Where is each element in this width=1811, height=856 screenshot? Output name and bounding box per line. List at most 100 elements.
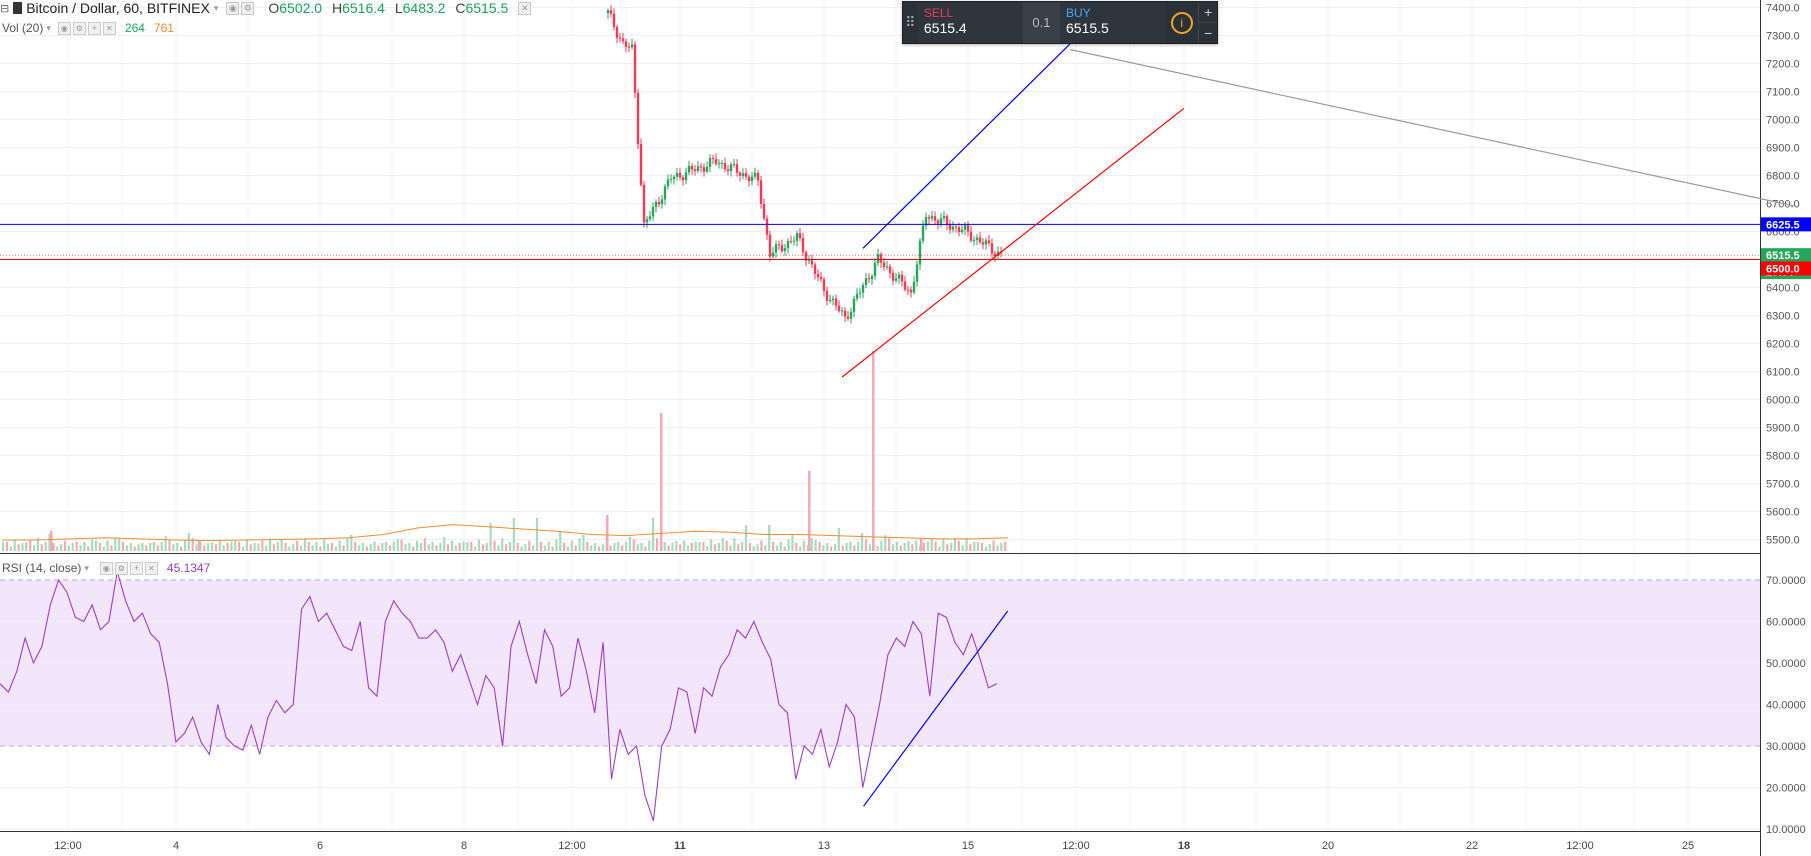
volume-bar bbox=[443, 537, 446, 551]
volume-bar bbox=[497, 545, 500, 551]
volume-bar bbox=[412, 546, 415, 551]
volume-bar bbox=[771, 541, 775, 551]
y-tick-label: 5500.0 bbox=[1766, 535, 1800, 547]
volume-bar bbox=[485, 543, 488, 551]
price-axis-label: 6515.5 bbox=[1766, 250, 1800, 262]
volume-bar bbox=[969, 544, 972, 551]
x-tick-label: 12:00 bbox=[1566, 840, 1594, 852]
candle-body bbox=[981, 242, 985, 245]
chevron-down-icon[interactable]: ▾ bbox=[84, 562, 89, 573]
y-tick-label: 5600.0 bbox=[1766, 507, 1800, 519]
volume-bar bbox=[44, 541, 47, 551]
y-tick-label: 6200.0 bbox=[1766, 339, 1800, 351]
close-icon[interactable]: ✕ bbox=[144, 561, 158, 575]
candle-body bbox=[870, 276, 874, 280]
candle-body bbox=[921, 225, 925, 241]
candle-body bbox=[918, 240, 922, 265]
volume-bar bbox=[327, 544, 330, 551]
rsi-value: 45.1347 bbox=[166, 561, 211, 575]
quantity-field[interactable]: 0.1 bbox=[1022, 2, 1060, 43]
low-label: L bbox=[394, 0, 403, 16]
volume-bar bbox=[342, 545, 345, 551]
close-icon[interactable]: ✕ bbox=[518, 1, 532, 15]
volume-bar bbox=[385, 541, 388, 551]
candle-body bbox=[828, 300, 832, 302]
symbol-title[interactable]: Bitcoin / Dollar, 60, BITFINEX bbox=[26, 0, 210, 16]
candle-body bbox=[951, 226, 955, 230]
info-button[interactable]: i bbox=[1165, 2, 1198, 43]
volume-bar bbox=[365, 546, 368, 551]
volume-bar bbox=[779, 541, 782, 551]
volume-bar bbox=[284, 543, 287, 551]
volume-bar bbox=[675, 541, 678, 551]
volume-bar bbox=[965, 538, 968, 551]
volume-bar bbox=[110, 545, 113, 551]
settings-icon[interactable]: ⚙ bbox=[72, 21, 86, 35]
eye-icon[interactable]: ◉ bbox=[226, 1, 240, 15]
volume-bar bbox=[272, 544, 276, 551]
candle-body bbox=[660, 199, 664, 205]
volume-bar bbox=[392, 541, 395, 551]
candle-body bbox=[882, 262, 886, 267]
chevron-down-icon[interactable]: ▾ bbox=[213, 2, 219, 13]
volume-bar bbox=[381, 543, 384, 551]
volume-legend-label[interactable]: Vol (20) bbox=[2, 21, 44, 35]
volume-bar bbox=[265, 545, 268, 551]
volume-bar bbox=[67, 545, 70, 551]
rsi-legend-label[interactable]: RSI (14, close) bbox=[2, 561, 82, 575]
eye-icon[interactable]: ◉ bbox=[57, 21, 71, 35]
volume-bar bbox=[648, 540, 651, 551]
candle-body bbox=[909, 289, 913, 293]
close-icon[interactable]: ✕ bbox=[102, 21, 116, 35]
volume-bar bbox=[671, 543, 674, 551]
candle-body bbox=[615, 27, 619, 38]
add-icon[interactable]: + bbox=[129, 561, 143, 575]
volume-bar bbox=[686, 545, 690, 551]
volume-bar bbox=[593, 543, 597, 551]
candle-body bbox=[783, 248, 787, 252]
volume-bar bbox=[187, 533, 190, 551]
volume-bar bbox=[570, 540, 573, 551]
volume-bar bbox=[508, 541, 512, 551]
volume-bar bbox=[613, 543, 616, 551]
candle-body bbox=[960, 229, 964, 233]
sell-button[interactable]: SELL 6515.4 bbox=[917, 2, 1023, 43]
volume-bar bbox=[323, 539, 326, 551]
volume-bar bbox=[632, 539, 635, 551]
candle-body bbox=[975, 237, 979, 240]
volume-bar bbox=[25, 542, 28, 551]
volume-bar bbox=[880, 540, 883, 551]
volume-bar bbox=[245, 539, 248, 551]
y-tick-label: 7200.0 bbox=[1766, 59, 1800, 71]
volume-bar bbox=[922, 543, 926, 551]
volume-bar bbox=[125, 545, 129, 551]
candle-body bbox=[657, 202, 661, 205]
y-tick-label: 6000.0 bbox=[1766, 395, 1800, 407]
trend-line-red bbox=[841, 107, 1185, 378]
decrease-quantity-button[interactable]: − bbox=[1198, 22, 1218, 43]
candle-body bbox=[972, 239, 976, 241]
sell-price: 6515.4 bbox=[923, 20, 967, 36]
add-icon[interactable]: + bbox=[87, 21, 101, 35]
volume-bar bbox=[94, 540, 98, 551]
volume-bar bbox=[195, 544, 198, 551]
settings-icon[interactable]: ⚙ bbox=[114, 561, 128, 575]
rsi-y-tick-label: 30.0000 bbox=[1766, 741, 1806, 753]
collapse-legend-icon[interactable]: ⊟ bbox=[0, 2, 10, 15]
rsi-y-tick-label: 60.0000 bbox=[1766, 617, 1806, 629]
chevron-down-icon[interactable]: ▾ bbox=[46, 22, 51, 33]
buy-button[interactable]: BUY 6515.5 bbox=[1060, 2, 1165, 43]
settings-icon[interactable]: ⚙ bbox=[241, 1, 255, 15]
drag-handle-icon[interactable]: ⠿ bbox=[905, 14, 916, 30]
candle-body bbox=[867, 278, 871, 280]
volume-bar bbox=[346, 538, 349, 551]
eye-icon[interactable]: ◉ bbox=[99, 561, 113, 575]
increase-quantity-button[interactable]: + bbox=[1198, 2, 1217, 22]
volume-bar bbox=[222, 545, 225, 551]
volume-bar bbox=[810, 538, 813, 551]
volume-bar bbox=[845, 543, 848, 551]
candle-body bbox=[984, 240, 988, 245]
candle-body bbox=[798, 233, 802, 239]
volume-bar bbox=[145, 545, 148, 551]
